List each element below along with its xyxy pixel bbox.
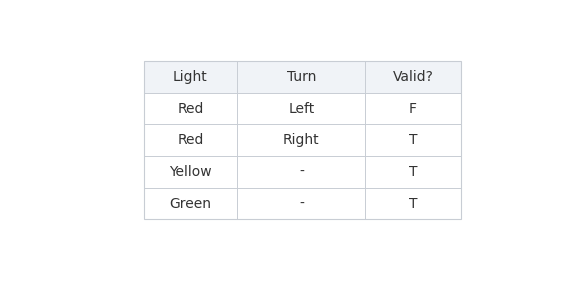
Bar [144, 156, 461, 188]
Text: Red: Red [177, 133, 203, 147]
Text: T: T [409, 165, 417, 179]
Text: Light: Light [173, 70, 208, 84]
Bar [144, 124, 461, 156]
Text: T: T [409, 197, 417, 211]
Text: Red: Red [177, 102, 203, 116]
Text: -: - [299, 197, 304, 211]
Bar [144, 61, 461, 219]
Text: Left: Left [288, 102, 315, 116]
Text: -: - [299, 165, 304, 179]
Text: T: T [409, 133, 417, 147]
Text: Valid?: Valid? [392, 70, 433, 84]
Bar [144, 188, 461, 219]
Text: Turn: Turn [287, 70, 316, 84]
Text: Right: Right [283, 133, 320, 147]
Bar [144, 93, 461, 124]
Text: Green: Green [169, 197, 211, 211]
Text: Yellow: Yellow [169, 165, 212, 179]
Text: F: F [409, 102, 417, 116]
Bar [144, 61, 461, 93]
